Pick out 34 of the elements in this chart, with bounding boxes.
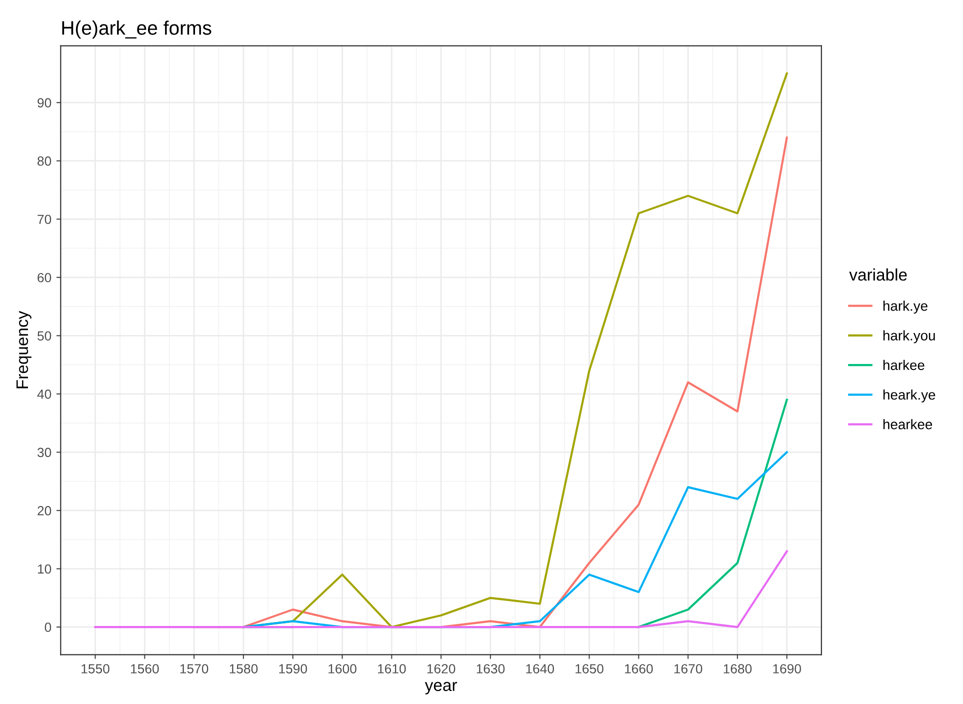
y-tick-label: 70 bbox=[38, 214, 52, 224]
chart-title: H(e)ark_ee forms bbox=[62, 20, 212, 39]
legend-title: variable bbox=[849, 268, 907, 281]
x-tick-label: 1630 bbox=[476, 664, 505, 674]
x-tick-label: 1650 bbox=[576, 664, 604, 674]
x-tick-label: 1660 bbox=[624, 664, 653, 674]
legend-label: hark.you bbox=[883, 330, 935, 344]
x-tick-label: 1690 bbox=[773, 664, 802, 674]
x-tick-label: 1550 bbox=[82, 664, 110, 674]
y-axis-title: Frequency bbox=[16, 310, 32, 388]
y-tick-label: 80 bbox=[38, 156, 52, 166]
x-tick-label: 1560 bbox=[130, 664, 159, 674]
x-axis-title: year bbox=[424, 682, 457, 694]
x-tick-label: 1600 bbox=[328, 664, 356, 674]
y-tick-label: 60 bbox=[38, 272, 52, 282]
legend-label: heark.ye bbox=[883, 389, 936, 402]
y-tick-label: 0 bbox=[44, 622, 52, 632]
y-tick-label: 50 bbox=[37, 331, 52, 341]
x-tick-label: 1640 bbox=[526, 664, 554, 674]
x-tick-label: 1610 bbox=[378, 664, 406, 674]
x-tick-label: 1570 bbox=[180, 664, 208, 674]
y-tick-label: 10 bbox=[38, 564, 52, 574]
x-tick-label: 1670 bbox=[674, 664, 702, 674]
x-tick-label: 1580 bbox=[230, 664, 258, 674]
y-tick-label: 40 bbox=[37, 390, 52, 399]
x-tick-label: 1680 bbox=[724, 664, 752, 674]
legend-label: hearkee bbox=[883, 419, 932, 430]
y-tick-label: 20 bbox=[38, 506, 52, 516]
legend-label: hark.ye bbox=[883, 300, 928, 314]
x-tick-label: 1620 bbox=[427, 664, 456, 674]
y-tick-label: 30 bbox=[37, 448, 52, 458]
x-tick-label: 1590 bbox=[279, 664, 308, 674]
legend-label: harkee bbox=[883, 360, 924, 370]
y-tick-label: 90 bbox=[38, 98, 52, 108]
